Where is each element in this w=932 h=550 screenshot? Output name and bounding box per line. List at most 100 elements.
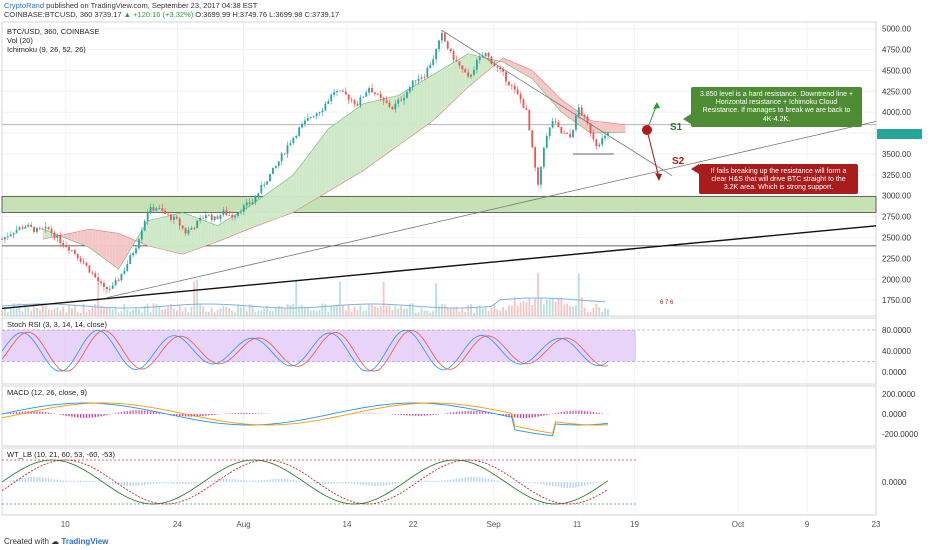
macd-histogram-bar bbox=[135, 410, 137, 414]
author-link[interactable]: CryptoRand bbox=[4, 1, 45, 10]
cloud-segment bbox=[182, 212, 186, 255]
wt-histogram-bar bbox=[551, 482, 554, 487]
candle-body bbox=[382, 97, 385, 101]
stoch-rsi-label[interactable]: Stoch RSI (3, 3, 14, 14, close) bbox=[7, 320, 108, 329]
volume-bar bbox=[475, 307, 478, 316]
wt-histogram-bar bbox=[382, 482, 385, 486]
wt-histogram-bar bbox=[435, 480, 437, 482]
volume-bar bbox=[362, 311, 365, 316]
volume-bar bbox=[537, 273, 539, 316]
wt-histogram-bar bbox=[490, 479, 493, 482]
candle-body bbox=[368, 87, 370, 93]
ohlc-values: O:3699.99 H:3749.76 L:3699.98 C:3739.17 bbox=[193, 10, 340, 19]
macd-histogram-bar bbox=[572, 410, 574, 414]
candle-body bbox=[502, 69, 504, 72]
candle-body bbox=[196, 220, 199, 229]
wt-histogram-bar bbox=[589, 482, 592, 485]
footer-brand[interactable]: TradingView bbox=[61, 537, 109, 546]
wt-lb-label[interactable]: WT_LB (10, 21, 60, 53, -60, -53) bbox=[7, 450, 115, 459]
cloud-segment bbox=[121, 234, 125, 265]
volume-bar bbox=[429, 312, 432, 316]
volume-bar bbox=[341, 305, 344, 316]
macd-histogram-bar bbox=[406, 414, 408, 416]
macd-histogram-bar bbox=[563, 411, 565, 414]
volume-bar bbox=[283, 307, 286, 316]
stoch-tick-label: 0.0000 bbox=[882, 368, 907, 377]
wt-histogram-bar bbox=[583, 482, 586, 486]
cloud-segment bbox=[424, 78, 428, 127]
candle-body bbox=[493, 64, 496, 67]
wt-histogram-bar bbox=[109, 482, 111, 484]
candle-body bbox=[341, 90, 344, 92]
wt-histogram-bar bbox=[458, 478, 461, 482]
cloud-segment bbox=[596, 121, 600, 133]
cloud-segment bbox=[203, 220, 206, 247]
cloud-segment bbox=[468, 53, 472, 88]
candle-body bbox=[207, 214, 210, 216]
macd-histogram-bar bbox=[458, 411, 461, 414]
volume-bar bbox=[301, 304, 303, 316]
volume-bar bbox=[417, 312, 420, 316]
wt-histogram-bar bbox=[575, 482, 577, 488]
macd-histogram-bar bbox=[21, 411, 24, 414]
macd-histogram-bar bbox=[77, 414, 79, 418]
wt-histogram-bar bbox=[557, 482, 560, 488]
volume-bar bbox=[376, 307, 379, 316]
head-shoulders-callout: If fails breaking up the resistance will… bbox=[691, 164, 858, 194]
cloud-segment bbox=[232, 214, 236, 236]
macd-histogram-bar bbox=[557, 412, 560, 414]
volume-bar bbox=[100, 305, 102, 316]
candle-body bbox=[356, 103, 359, 106]
cloud-segment bbox=[235, 213, 238, 235]
wt-histogram-bar bbox=[563, 482, 565, 488]
wt-histogram-bar bbox=[132, 482, 134, 487]
volume-bar bbox=[441, 303, 443, 316]
volume-bar bbox=[175, 310, 178, 316]
volume-bar bbox=[111, 309, 114, 316]
volume-bar bbox=[91, 307, 94, 316]
volume-bar bbox=[595, 303, 598, 316]
axes: 10 24 Aug 14 22 Sep 11 19 Oct 9 23 1750.00 2000.00 22… bbox=[61, 25, 922, 529]
oscillator-lines bbox=[1, 329, 876, 505]
wt-histogram-bar bbox=[176, 482, 178, 484]
cloud-segment bbox=[348, 112, 352, 180]
macd-tick-label: -200.0000 bbox=[882, 430, 919, 439]
wt-histogram-bar bbox=[432, 480, 434, 482]
wt-histogram-bar bbox=[546, 482, 548, 486]
volume-bar bbox=[522, 301, 525, 316]
candle-body bbox=[473, 69, 475, 75]
volume-bar bbox=[423, 310, 426, 316]
volume-bar bbox=[336, 305, 338, 316]
wt-histogram-bar bbox=[525, 482, 528, 483]
volume-label[interactable]: Vol (20) bbox=[7, 36, 33, 45]
cloud-segment bbox=[281, 181, 285, 217]
candle-body bbox=[458, 61, 461, 66]
macd-histogram-bar bbox=[487, 412, 490, 414]
wt-histogram-bar bbox=[79, 480, 82, 482]
candle-body bbox=[152, 207, 155, 211]
cloud-segment bbox=[130, 238, 134, 250]
candle-body bbox=[376, 93, 379, 95]
macd-label[interactable]: MACD (12, 26, close, 9) bbox=[7, 388, 88, 397]
wt-histogram-bar bbox=[149, 482, 152, 485]
candle-body bbox=[403, 97, 405, 101]
ichimoku-label[interactable]: Ichimoku (9, 26, 52, 26) bbox=[7, 45, 86, 54]
cloud-segment bbox=[229, 216, 233, 237]
candle-body bbox=[298, 127, 301, 136]
macd-histogram-bar bbox=[123, 411, 126, 414]
wt-histogram-bar bbox=[181, 482, 184, 485]
cloud-segment bbox=[436, 71, 439, 118]
candle-body bbox=[272, 167, 274, 174]
main-symbol-label[interactable]: BTC/USD, 360, COINBASE bbox=[7, 27, 100, 36]
candle-body bbox=[353, 99, 356, 104]
projection-marks: S1 S2 6 7 6 bbox=[642, 102, 685, 306]
candle-body bbox=[283, 153, 286, 155]
candle-body bbox=[487, 52, 490, 57]
wt-histogram-bar bbox=[208, 480, 210, 482]
volume-bar bbox=[493, 304, 496, 316]
wt-histogram-bar bbox=[350, 482, 353, 484]
volume-bar bbox=[374, 306, 376, 316]
wt-histogram-bar bbox=[196, 482, 198, 484]
cloud-segment bbox=[159, 217, 163, 250]
cloud-segment bbox=[366, 102, 370, 169]
